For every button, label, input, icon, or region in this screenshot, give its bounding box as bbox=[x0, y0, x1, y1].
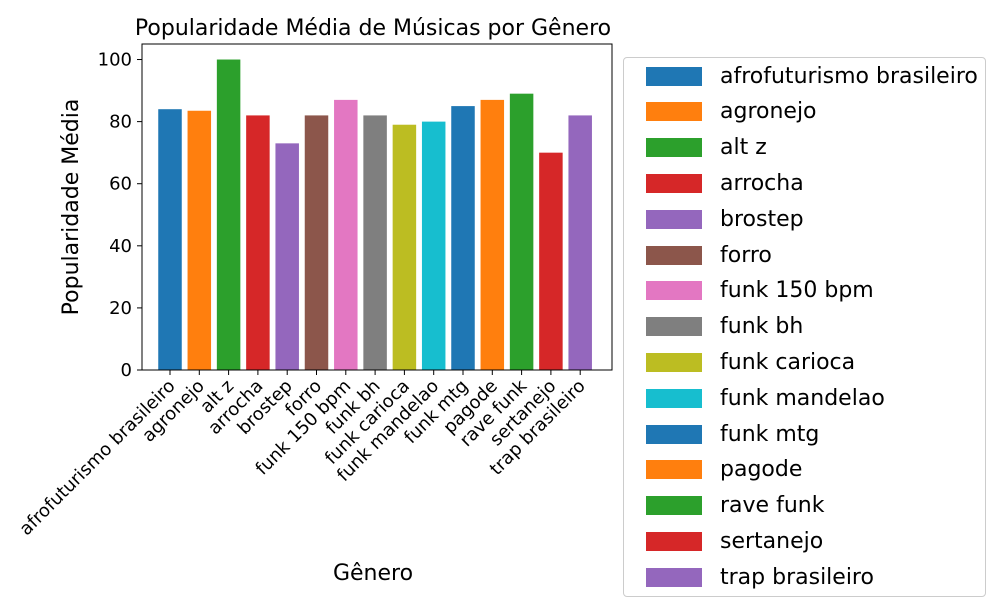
y-tick-label: 100 bbox=[98, 50, 132, 71]
legend-item: funk carioca bbox=[646, 347, 855, 377]
legend-label: brostep bbox=[720, 206, 804, 232]
legend-swatch bbox=[646, 209, 702, 229]
bar-pagode bbox=[480, 99, 505, 370]
legend-item: agronejo bbox=[646, 97, 817, 127]
legend-swatch bbox=[646, 66, 702, 86]
legend-swatch bbox=[646, 352, 702, 372]
legend-item: funk mtg bbox=[646, 419, 819, 449]
bar-funk-mtg bbox=[451, 106, 475, 370]
y-tick-label: 80 bbox=[109, 112, 132, 133]
legend-item: afrofuturismo brasileiro bbox=[646, 61, 978, 91]
bar-forro bbox=[304, 115, 329, 371]
legend-label: rave funk bbox=[720, 493, 825, 519]
legend-label: sertanejo bbox=[720, 528, 824, 554]
legend-item: alt z bbox=[646, 133, 767, 163]
bar-funk-carioca bbox=[392, 124, 417, 370]
legend-label: agronejo bbox=[720, 99, 817, 125]
legend-label: funk 150 bpm bbox=[720, 278, 874, 304]
legend-item: funk bh bbox=[646, 312, 803, 342]
x-axis-label: Gênero bbox=[333, 561, 413, 586]
legend-label: arrocha bbox=[720, 170, 804, 196]
x-tick-label: afrofuturismo brasileiro bbox=[15, 376, 179, 540]
legend-swatch bbox=[646, 388, 702, 408]
bar-afrofuturismo-brasileiro bbox=[158, 109, 182, 370]
legend-label: trap brasileiro bbox=[720, 564, 874, 590]
legend-item: funk mandelao bbox=[646, 383, 885, 413]
bar-funk-150-bpm bbox=[334, 99, 358, 370]
bar-funk-mandelao bbox=[421, 121, 446, 370]
legend-swatch bbox=[646, 281, 702, 301]
legend-label: afrofuturismo brasileiro bbox=[720, 63, 978, 89]
plot-frame bbox=[141, 43, 613, 371]
legend-item: pagode bbox=[646, 455, 802, 485]
legend-label: funk bh bbox=[720, 314, 804, 340]
legend-swatch bbox=[646, 245, 702, 265]
legend-swatch bbox=[646, 424, 702, 444]
y-tick-label: 0 bbox=[121, 360, 132, 381]
bar-brostep bbox=[275, 143, 299, 370]
legend-label: funk mtg bbox=[720, 421, 820, 447]
legend-swatch bbox=[646, 317, 702, 337]
bar-funk-bh bbox=[363, 115, 387, 371]
legend-swatch bbox=[646, 567, 702, 587]
bar-trap-brasileiro bbox=[568, 115, 592, 371]
legend-label: forro bbox=[720, 242, 772, 268]
legend-swatch bbox=[646, 102, 702, 122]
legend-item: sertanejo bbox=[646, 526, 823, 556]
legend-label: alt z bbox=[720, 135, 767, 161]
y-tick-label: 20 bbox=[109, 298, 132, 319]
legend-label: funk carioca bbox=[720, 349, 856, 375]
legend-item: forro bbox=[646, 240, 772, 270]
y-tick-label: 40 bbox=[109, 236, 132, 257]
bar-rave-funk bbox=[509, 93, 534, 370]
legend: afrofuturismo brasileiro agronejo alt z arr… bbox=[623, 57, 986, 597]
legend-item: arrocha bbox=[646, 168, 804, 198]
legend-label: funk mandelao bbox=[720, 385, 885, 411]
y-axis-label: Popularidade Média bbox=[59, 99, 84, 316]
legend-swatch bbox=[646, 460, 702, 480]
legend-swatch bbox=[646, 173, 702, 193]
legend-item: brostep bbox=[646, 204, 804, 234]
bar-alt-z bbox=[216, 59, 241, 371]
legend-item: rave funk bbox=[646, 491, 824, 521]
chart-title: Popularidade Média de Músicas por Gênero bbox=[135, 16, 611, 41]
legend-swatch bbox=[646, 531, 702, 551]
bar-agronejo bbox=[187, 110, 212, 370]
y-tick-label: 60 bbox=[109, 174, 132, 195]
legend-item: trap brasileiro bbox=[646, 562, 874, 592]
legend-item: funk 150 bpm bbox=[646, 276, 874, 306]
legend-label: pagode bbox=[720, 457, 803, 483]
bar-sertanejo bbox=[539, 152, 563, 370]
legend-swatch bbox=[646, 138, 702, 158]
bar-arrocha bbox=[246, 115, 270, 371]
y-axis: 0 20 40 60 80 100 bbox=[98, 50, 142, 381]
legend-swatch bbox=[646, 496, 702, 516]
